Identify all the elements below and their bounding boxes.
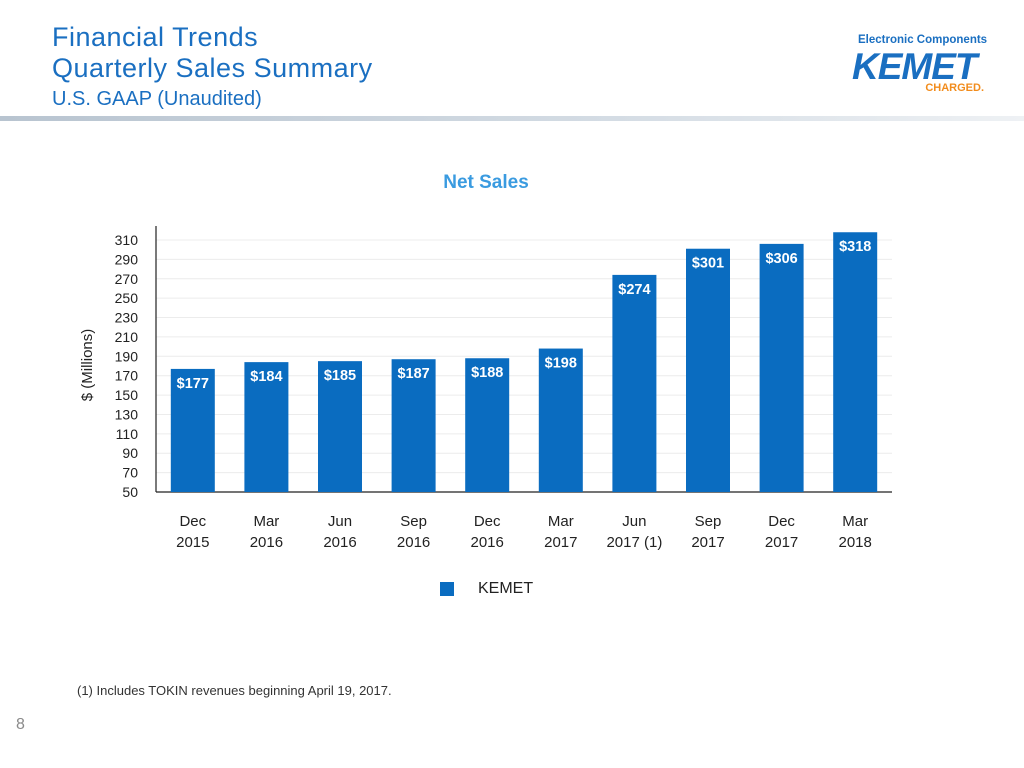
y-tick-label: 210 bbox=[115, 329, 139, 345]
x-tick-label: 2017 bbox=[691, 534, 724, 551]
y-tick-label: 110 bbox=[116, 426, 139, 442]
y-tick-label: 90 bbox=[122, 445, 138, 461]
chart-legend: KEMET bbox=[440, 580, 533, 598]
logo-tagline: CHARGED. bbox=[925, 82, 984, 94]
logo-brand: KEMET bbox=[852, 46, 977, 87]
chart-title: Net Sales bbox=[443, 172, 529, 193]
data-label: $198 bbox=[545, 356, 577, 372]
title-block: Financial Trends Quarterly Sales Summary… bbox=[52, 22, 373, 112]
gaap-note: U.S. GAAP (Unaudited) bbox=[52, 88, 262, 110]
y-tick-label: 130 bbox=[115, 406, 139, 422]
page-title: Financial Trends bbox=[52, 22, 259, 52]
y-tick-label: 150 bbox=[115, 387, 139, 403]
y-tick-label: 250 bbox=[115, 290, 139, 306]
legend-swatch bbox=[440, 582, 454, 596]
x-tick-label: 2016 bbox=[471, 534, 504, 551]
bar bbox=[833, 232, 878, 492]
bar bbox=[170, 368, 215, 492]
data-label: $318 bbox=[839, 239, 871, 255]
x-tick-label: Dec bbox=[179, 513, 206, 530]
data-label: $306 bbox=[765, 251, 797, 267]
data-label: $184 bbox=[250, 369, 282, 385]
bar bbox=[538, 348, 583, 492]
x-tick-label: 2016 bbox=[397, 534, 430, 551]
data-label: $274 bbox=[618, 282, 650, 298]
legend-label: KEMET bbox=[478, 580, 534, 597]
y-tick-label: 50 bbox=[122, 484, 138, 500]
kemet-logo: Electronic Components KEMET CHARGED. bbox=[846, 34, 996, 98]
data-label: $187 bbox=[397, 366, 429, 382]
logo-top-text: Electronic Components bbox=[858, 34, 988, 46]
y-tick-label: 270 bbox=[115, 271, 139, 287]
x-tick-label: Sep bbox=[695, 513, 722, 530]
x-tick-label: Jun bbox=[328, 513, 352, 530]
x-tick-label: Dec bbox=[474, 513, 501, 530]
data-label: $177 bbox=[177, 376, 209, 392]
x-tick-label: 2016 bbox=[250, 534, 283, 551]
bar bbox=[465, 358, 510, 492]
x-tick-label: Sep bbox=[400, 513, 427, 530]
x-tick-label: 2016 bbox=[323, 534, 356, 551]
bar bbox=[244, 362, 289, 492]
y-tick-label: 170 bbox=[115, 368, 139, 384]
y-tick-label: 290 bbox=[115, 251, 139, 267]
data-label: $188 bbox=[471, 365, 503, 381]
bar bbox=[759, 243, 804, 492]
bar bbox=[686, 248, 730, 492]
page-number: 8 bbox=[16, 716, 25, 733]
page-subtitle: Quarterly Sales Summary bbox=[52, 53, 373, 83]
header-divider bbox=[0, 116, 1024, 121]
y-tick-label: 310 bbox=[115, 232, 139, 248]
footnote: (1) Includes TOKIN revenues beginning Ap… bbox=[77, 683, 392, 698]
x-tick-label: 2015 bbox=[176, 534, 209, 551]
y-tick-label: 190 bbox=[115, 348, 139, 364]
y-tick-label: 230 bbox=[115, 310, 139, 326]
x-tick-label: Jun bbox=[622, 513, 646, 530]
bar bbox=[612, 274, 657, 492]
x-tick-label: 2017 bbox=[765, 534, 798, 551]
y-tick-label: 70 bbox=[122, 465, 138, 481]
bar bbox=[318, 361, 362, 492]
x-tick-label: Mar bbox=[253, 513, 279, 530]
x-tick-label: 2017 bbox=[544, 534, 577, 551]
x-tick-label: Mar bbox=[548, 513, 574, 530]
data-label: $301 bbox=[692, 256, 724, 272]
x-tick-label: 2017 (1) bbox=[606, 534, 662, 551]
x-tick-label: 2018 bbox=[839, 534, 872, 551]
data-label: $185 bbox=[324, 368, 356, 384]
bar bbox=[391, 359, 436, 492]
x-tick-label: Mar bbox=[842, 513, 868, 530]
y-axis-label: $ (Millions) bbox=[79, 329, 96, 402]
x-tick-label: Dec bbox=[768, 513, 795, 530]
